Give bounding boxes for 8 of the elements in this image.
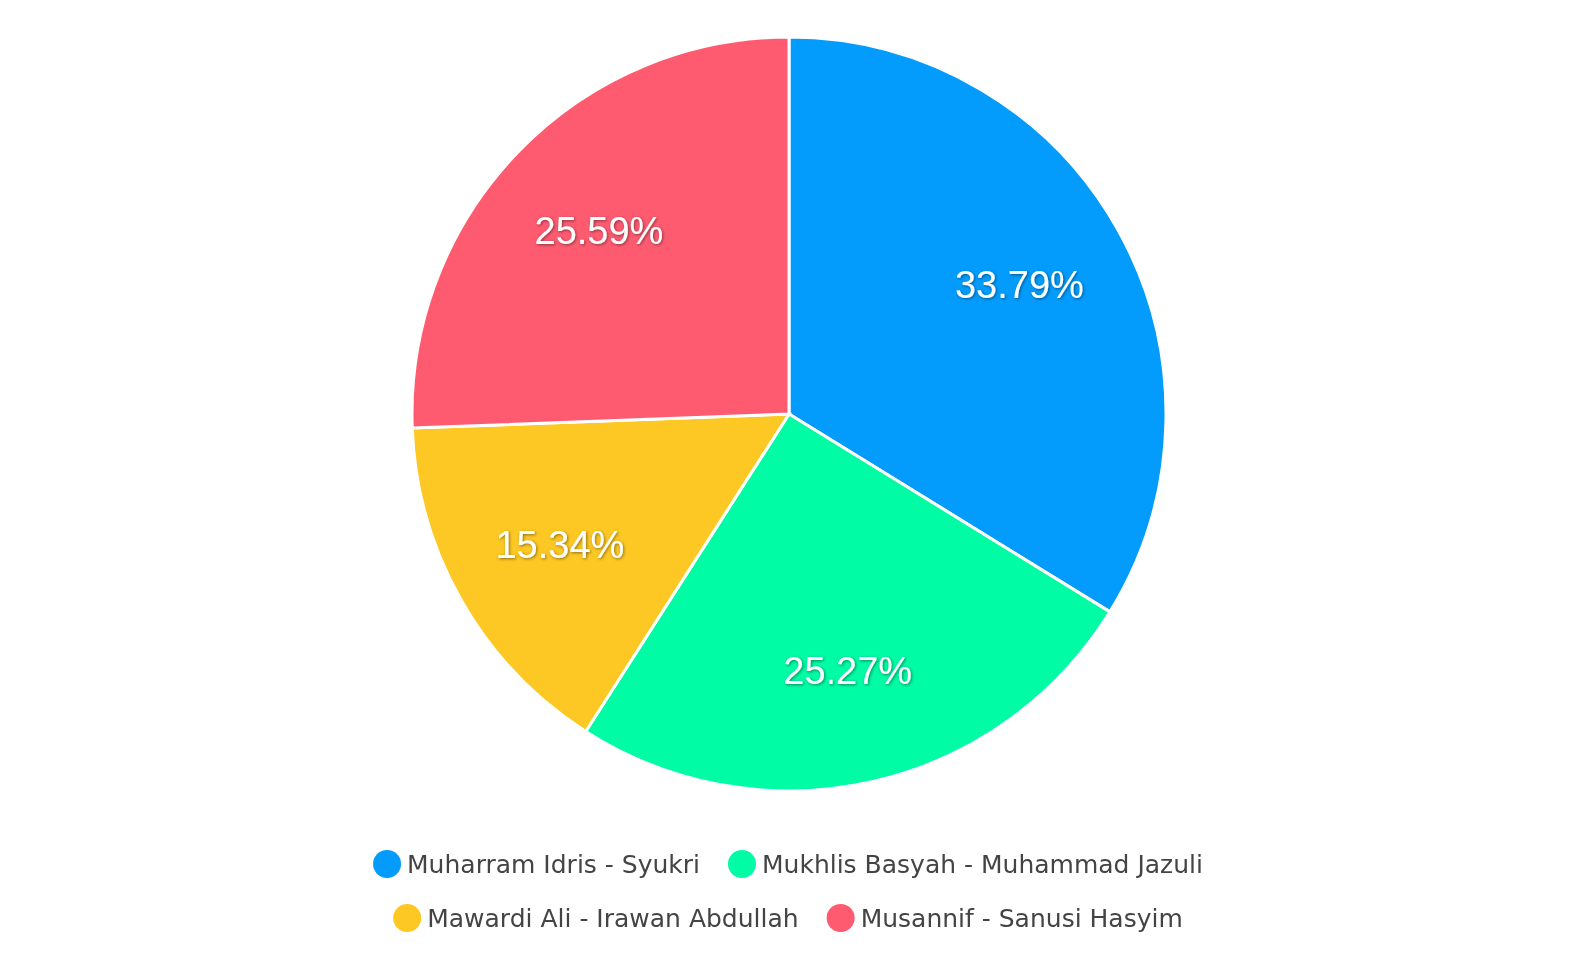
legend-label: Muharram Idris - Syukri — [407, 849, 700, 879]
data-label: 25.59% — [534, 209, 664, 252]
data-label: 33.79% — [954, 264, 1084, 307]
legend-label: Musannif - Sanusi Hasyim — [860, 903, 1183, 933]
legend-label: Mukhlis Basyah - Muhammad Jazuli — [761, 849, 1203, 879]
legend-label: Mawardi Ali - Irawan Abdullah — [427, 903, 799, 933]
data-label: 25.27% — [783, 650, 913, 693]
data-label: 15.34% — [495, 523, 625, 566]
